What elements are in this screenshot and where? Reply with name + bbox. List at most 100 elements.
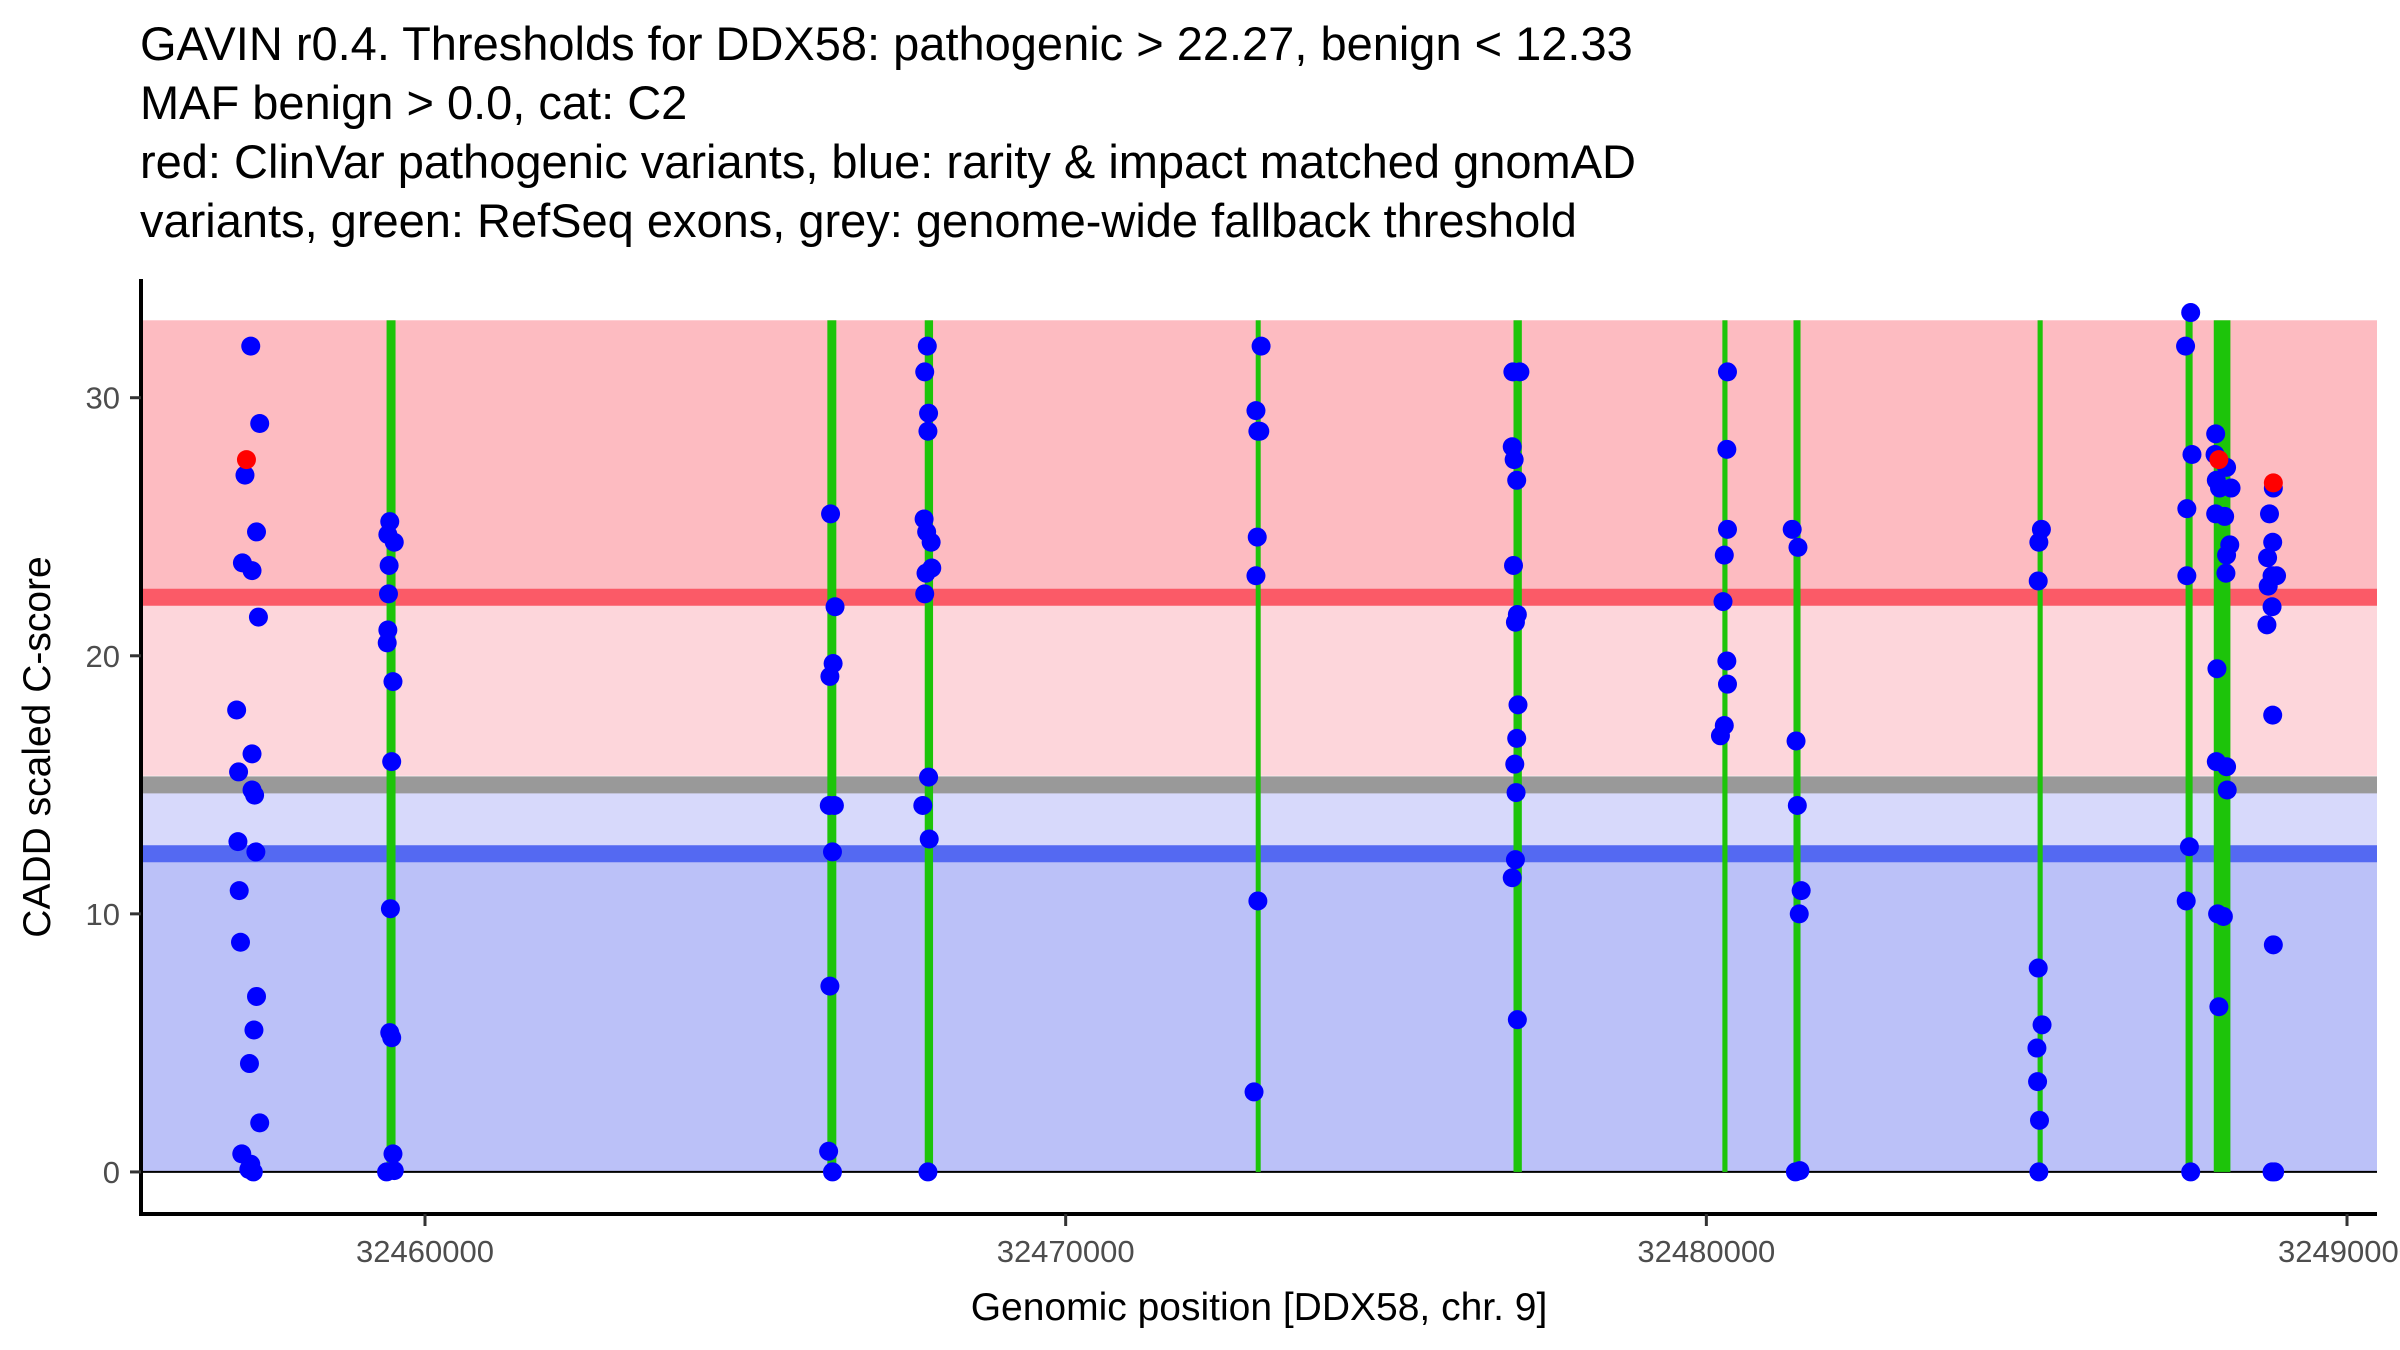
gnomad-point: [2177, 499, 2197, 519]
gnomad-point: [2177, 566, 2197, 586]
gnomad-point: [1504, 555, 1524, 575]
gnomad-point: [2262, 597, 2282, 617]
gnomad-point: [228, 832, 248, 852]
gnomad-point: [2027, 1038, 2047, 1058]
gnomad-point: [919, 829, 939, 849]
gnomad-point: [242, 561, 262, 581]
gnomad-point: [250, 414, 270, 434]
gnomad-point: [2032, 1015, 2052, 1035]
y-tick-label: 0: [103, 1155, 120, 1190]
gnomad-point: [822, 842, 842, 862]
exon-bar: [1255, 320, 1261, 1172]
gnomad-point: [1717, 674, 1737, 694]
x-tick-label: 32480000: [1637, 1234, 1775, 1269]
gnomad-point: [2215, 506, 2235, 526]
gnomad-point: [916, 563, 936, 583]
gnomad-point: [915, 362, 935, 382]
gnomad-point: [244, 1020, 264, 1040]
gnomad-point: [384, 532, 404, 552]
gnomad-point: [383, 672, 403, 692]
gnomad-point: [379, 555, 399, 575]
gnomad-point: [921, 532, 941, 552]
y-axis-title: CADD scaled C-score: [16, 556, 59, 937]
gnomad-point: [384, 1161, 404, 1181]
clinvar-point: [236, 450, 256, 470]
gnomad-point: [2221, 478, 2241, 498]
gnomad-point: [248, 607, 268, 627]
gnomad-point: [820, 666, 840, 686]
exon-bar: [2037, 320, 2043, 1172]
gnomad-point: [230, 932, 250, 952]
gnomad-point: [2217, 780, 2237, 800]
gnomad-point: [1786, 731, 1806, 751]
clinvar-point: [2209, 450, 2229, 470]
gnomad-point: [1505, 754, 1525, 774]
gnomad-point: [2263, 935, 2283, 955]
gnomad-point: [1502, 868, 1522, 888]
gnomad-point: [227, 700, 247, 720]
gnomad-point: [2181, 303, 2201, 323]
gnomad-point: [1791, 881, 1811, 901]
gnomad-point: [241, 336, 261, 356]
gnomad-point: [825, 597, 845, 617]
gnomad-point: [919, 767, 939, 787]
exon-bar: [924, 320, 934, 1172]
gnomad-point: [1506, 783, 1526, 803]
gnomad-point: [250, 1113, 270, 1133]
y-axis-ticks: 0 10 20 30: [86, 381, 141, 1190]
gnomad-point: [229, 881, 249, 901]
x-tick-label: 32470000: [997, 1234, 1135, 1269]
gnomad-point: [919, 403, 939, 423]
exon-bar: [827, 320, 837, 1172]
gnomad-point: [239, 1054, 259, 1074]
gnomad-point: [380, 899, 400, 919]
gnomad-point: [235, 465, 255, 485]
gnomad-point: [382, 1028, 402, 1048]
gnomad-point: [247, 986, 267, 1006]
gnomad-point: [2263, 705, 2283, 725]
gnomad-point: [822, 1162, 842, 1182]
gnomad-point: [824, 795, 844, 815]
gnomad-point: [917, 336, 937, 356]
gnomad-point: [2029, 1162, 2049, 1182]
gnomad-point: [1717, 362, 1737, 382]
gnomad-point: [820, 976, 840, 996]
gnomad-point: [2182, 444, 2202, 464]
exon-bar: [2185, 320, 2193, 1172]
exon-bar: [2213, 320, 2231, 1172]
gnomad-point: [1246, 401, 1266, 421]
gnomad-point: [242, 744, 262, 764]
x-axis-title: Genomic position [DDX58, chr. 9]: [971, 1286, 1548, 1329]
gnomad-point: [1507, 470, 1527, 490]
gnomad-point: [819, 1141, 839, 1161]
gnomad-point: [1248, 891, 1268, 911]
exon-bar: [1722, 320, 1728, 1172]
gnomad-point: [918, 421, 938, 441]
gnomad-point: [2216, 563, 2236, 583]
title-line-3: red: ClinVar pathogenic variants, blue: …: [140, 135, 1636, 188]
gnomad-point: [2028, 1072, 2048, 1092]
title-line-4: variants, green: RefSeq exons, grey: gen…: [140, 194, 1577, 247]
gnomad-point: [1508, 695, 1528, 715]
x-tick-label: 32490000: [2278, 1234, 2400, 1269]
chart-title: GAVIN r0.4. Thresholds for DDX58: pathog…: [140, 14, 1636, 250]
gnomad-point: [1717, 439, 1737, 459]
gnomad-point: [2207, 659, 2227, 679]
gnomad-point: [1787, 795, 1807, 815]
title-line-1: GAVIN r0.4. Thresholds for DDX58: pathog…: [140, 17, 1633, 70]
gnomad-point: [239, 1159, 259, 1179]
gnomad-point: [1507, 1010, 1527, 1030]
gnomad-point: [1717, 651, 1737, 671]
gnomad-point: [247, 522, 267, 542]
gnomad-point: [1714, 545, 1734, 565]
gnomad-point: [2263, 532, 2283, 552]
gnomad-point: [1246, 566, 1266, 586]
gnomad-point: [382, 752, 402, 772]
gnomad-point: [1713, 592, 1733, 612]
gnomad-point: [1251, 336, 1271, 356]
gnomad-point: [2209, 997, 2229, 1017]
gnomad-point: [1510, 362, 1530, 382]
gnomad-point: [2206, 424, 2226, 444]
gnomad-point: [2258, 576, 2278, 596]
